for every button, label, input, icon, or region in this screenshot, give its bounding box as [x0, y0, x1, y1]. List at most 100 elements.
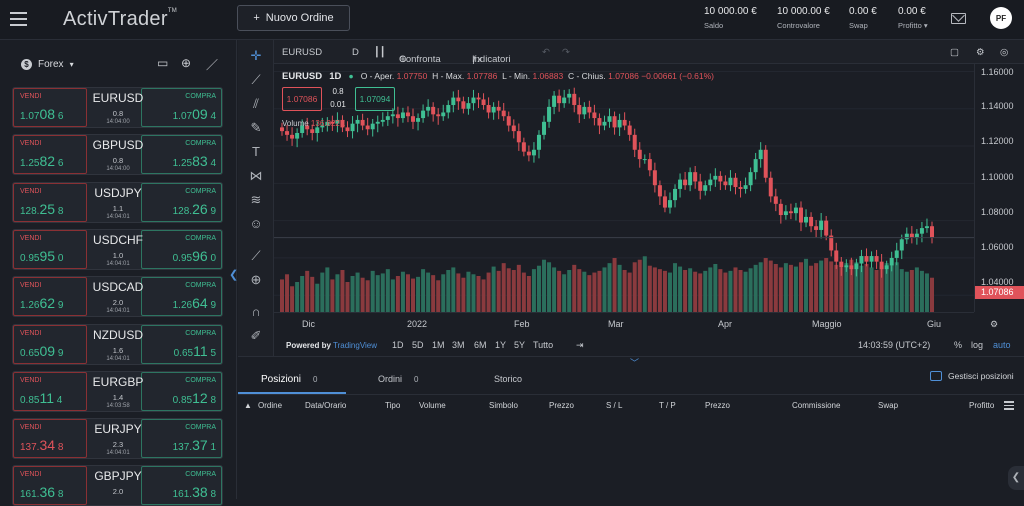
range-button[interactable]: 1M — [432, 340, 445, 350]
sell-price[interactable]: 1.0708 6 — [20, 106, 64, 122]
column-header[interactable]: Prezzo — [549, 401, 574, 410]
buy-price[interactable]: 137.37 1 — [172, 437, 216, 454]
range-button[interactable]: 5Y — [514, 340, 526, 350]
chart-buy-price-button[interactable]: 1.07094 — [355, 87, 395, 111]
mail-icon[interactable] — [951, 13, 966, 24]
column-header[interactable]: Simbolo — [489, 401, 518, 410]
buy-button[interactable] — [141, 182, 222, 222]
sell-button[interactable] — [13, 371, 87, 411]
date-range-icon[interactable]: ⇥ — [576, 340, 584, 350]
powered-by[interactable]: Powered by TradingView — [286, 341, 377, 350]
sell-button[interactable] — [13, 229, 87, 269]
sell-button[interactable] — [13, 419, 87, 459]
collapse-sidebar-icon[interactable]: ❮ — [229, 269, 239, 281]
sell-button[interactable] — [13, 324, 87, 364]
hamburger-menu-icon[interactable] — [10, 12, 27, 26]
fullscreen-icon[interactable]: ▢ — [950, 47, 959, 58]
instrument-card-usdchf[interactable]: VENDI COMPRA USDCHF 1.0 14:04:01 0.9595 … — [12, 228, 223, 270]
instrument-card-gbpusd[interactable]: VENDI COMPRA GBPUSD 0.8 14:04:00 1.2582 … — [12, 134, 223, 176]
buy-button[interactable] — [141, 229, 222, 269]
instrument-card-usdcad[interactable]: VENDI COMPRA USDCAD 2.0 14:04:01 1.2662 … — [12, 276, 223, 318]
sell-button[interactable] — [13, 277, 87, 317]
column-header[interactable]: Volume — [419, 401, 446, 410]
column-header[interactable]: Commissione — [792, 401, 841, 410]
candle-type-icon[interactable]: ┃┃ — [374, 47, 386, 58]
buy-price[interactable]: 0.8512 8 — [172, 389, 216, 406]
buy-price[interactable]: 0.9596 0 — [172, 247, 216, 264]
column-header[interactable]: Prezzo — [705, 401, 730, 410]
range-button[interactable]: 3M — [452, 340, 465, 350]
buy-button[interactable] — [141, 277, 222, 317]
range-button[interactable]: 1Y — [495, 340, 507, 350]
percent-scale-toggle[interactable]: % — [954, 340, 963, 350]
brush-icon[interactable]: ✎ — [250, 120, 262, 135]
buy-button[interactable] — [141, 419, 222, 459]
log-scale-toggle[interactable]: log — [971, 340, 984, 350]
redo-icon[interactable]: ↷ — [562, 47, 570, 58]
trend-line-icon[interactable]: ⟋ — [251, 72, 261, 87]
stat-profit[interactable]: 0.00 € Profitto ▾ — [898, 6, 928, 30]
auto-scale-toggle[interactable]: auto — [993, 340, 1011, 350]
chart-sell-price-button[interactable]: 1.07086 — [282, 87, 322, 111]
instrument-card-nzdusd[interactable]: VENDI COMPRA NZDUSD 1.6 14:04:01 0.6509 … — [12, 323, 223, 365]
column-header[interactable]: Swap — [878, 401, 899, 410]
range-button[interactable]: 1D — [392, 340, 404, 350]
range-button[interactable]: Tutto — [533, 340, 554, 350]
lock-drawing-icon[interactable]: ✐ — [250, 328, 262, 343]
sell-price[interactable]: 137.34 8 — [20, 437, 64, 454]
buy-button[interactable] — [141, 324, 222, 364]
tab-history[interactable]: Storico — [494, 374, 522, 384]
sell-price[interactable]: 0.6509 9 — [20, 342, 64, 359]
buy-price[interactable]: 0.6511 5 — [173, 342, 216, 359]
emoji-icon[interactable]: ☺ — [249, 216, 263, 231]
range-button[interactable]: 6M — [474, 340, 487, 350]
sell-price[interactable]: 1.2582 6 — [20, 153, 64, 170]
price-axis[interactable]: 1.16000 1.14000 1.12000 1.10000 1.08000 1.060… — [974, 64, 1024, 312]
sell-button[interactable] — [13, 182, 87, 222]
text-tool-icon[interactable]: T — [252, 144, 260, 159]
sell-price[interactable]: 0.9595 0 — [20, 247, 64, 264]
time-axis[interactable]: Dic 2022 Feb Mar Apr Maggio Giu ⚙ — [274, 312, 998, 334]
instrument-card-usdjpy[interactable]: VENDI COMPRA USDJPY 1.1 14:04:01 128.25 … — [12, 181, 223, 223]
search-zoom-icon[interactable]: ⊕ — [181, 56, 192, 70]
buy-button[interactable] — [141, 371, 222, 411]
price-chart[interactable] — [274, 64, 974, 312]
zoom-in-icon[interactable]: ⊕ — [250, 272, 262, 287]
column-header[interactable]: Profitto — [969, 401, 995, 410]
sell-button[interactable] — [13, 88, 87, 127]
buy-price[interactable]: 161.38 8 — [172, 484, 216, 501]
settings-gear-icon[interactable]: ⚙ — [976, 47, 985, 58]
category-select[interactable]: $ Forex ▾ — [21, 59, 74, 70]
tab-orders[interactable]: Ordini 0 — [378, 374, 418, 384]
fib-icon[interactable]: ≋ — [250, 192, 262, 207]
crosshair-icon[interactable]: ✛ — [250, 48, 262, 63]
undo-icon[interactable]: ↶ — [542, 47, 550, 58]
sell-price[interactable]: 161.36 8 — [20, 484, 64, 501]
buy-price[interactable]: 128.26 9 — [172, 200, 216, 217]
new-order-button[interactable]: + Nuovo Ordine — [237, 5, 350, 31]
column-header[interactable]: T / P — [659, 401, 676, 410]
chart-symbol-select[interactable]: EURUSD — [282, 47, 323, 58]
camera-icon[interactable]: ◎ — [1000, 47, 1009, 58]
column-header[interactable]: S / L — [606, 401, 623, 410]
instrument-card-eurgbp[interactable]: VENDI COMPRA EURGBP 1.4 14:03:58 0.8511 … — [12, 370, 223, 412]
column-header[interactable]: Tipo — [385, 401, 401, 410]
axis-settings-icon[interactable]: ⚙ — [990, 319, 999, 329]
chevron-down-icon[interactable]: ﹀ — [630, 358, 640, 368]
buy-button[interactable] — [141, 135, 222, 175]
pattern-icon[interactable]: ⋈ — [249, 168, 263, 183]
sell-price[interactable]: 1.2662 9 — [20, 295, 64, 312]
buy-price[interactable]: 1.2664 9 — [172, 295, 216, 312]
columns-menu-icon[interactable] — [1004, 401, 1014, 410]
chart-interval-select[interactable]: D — [352, 47, 359, 58]
pencil-icon[interactable]: ／ — [206, 58, 219, 72]
manage-positions-button[interactable]: Gestisci posizioni — [930, 371, 1014, 381]
instrument-card-eurusd[interactable]: VENDI COMPRA EURUSD 0.8 14:04:00 1.0708 … — [12, 87, 223, 128]
buy-price[interactable]: 1.0709 4 — [172, 106, 216, 122]
ruler-icon[interactable]: ⟋ — [251, 248, 261, 263]
instrument-card-gbpjpy[interactable]: VENDI COMPRA GBPJPY 2.0 161.36 8 161.38 … — [12, 465, 223, 506]
sell-button[interactable] — [13, 135, 87, 175]
buy-price[interactable]: 1.2583 4 — [172, 153, 216, 170]
expand-right-panel-icon[interactable]: ❮ — [1008, 466, 1024, 490]
sell-price[interactable]: 128.25 8 — [20, 200, 64, 217]
